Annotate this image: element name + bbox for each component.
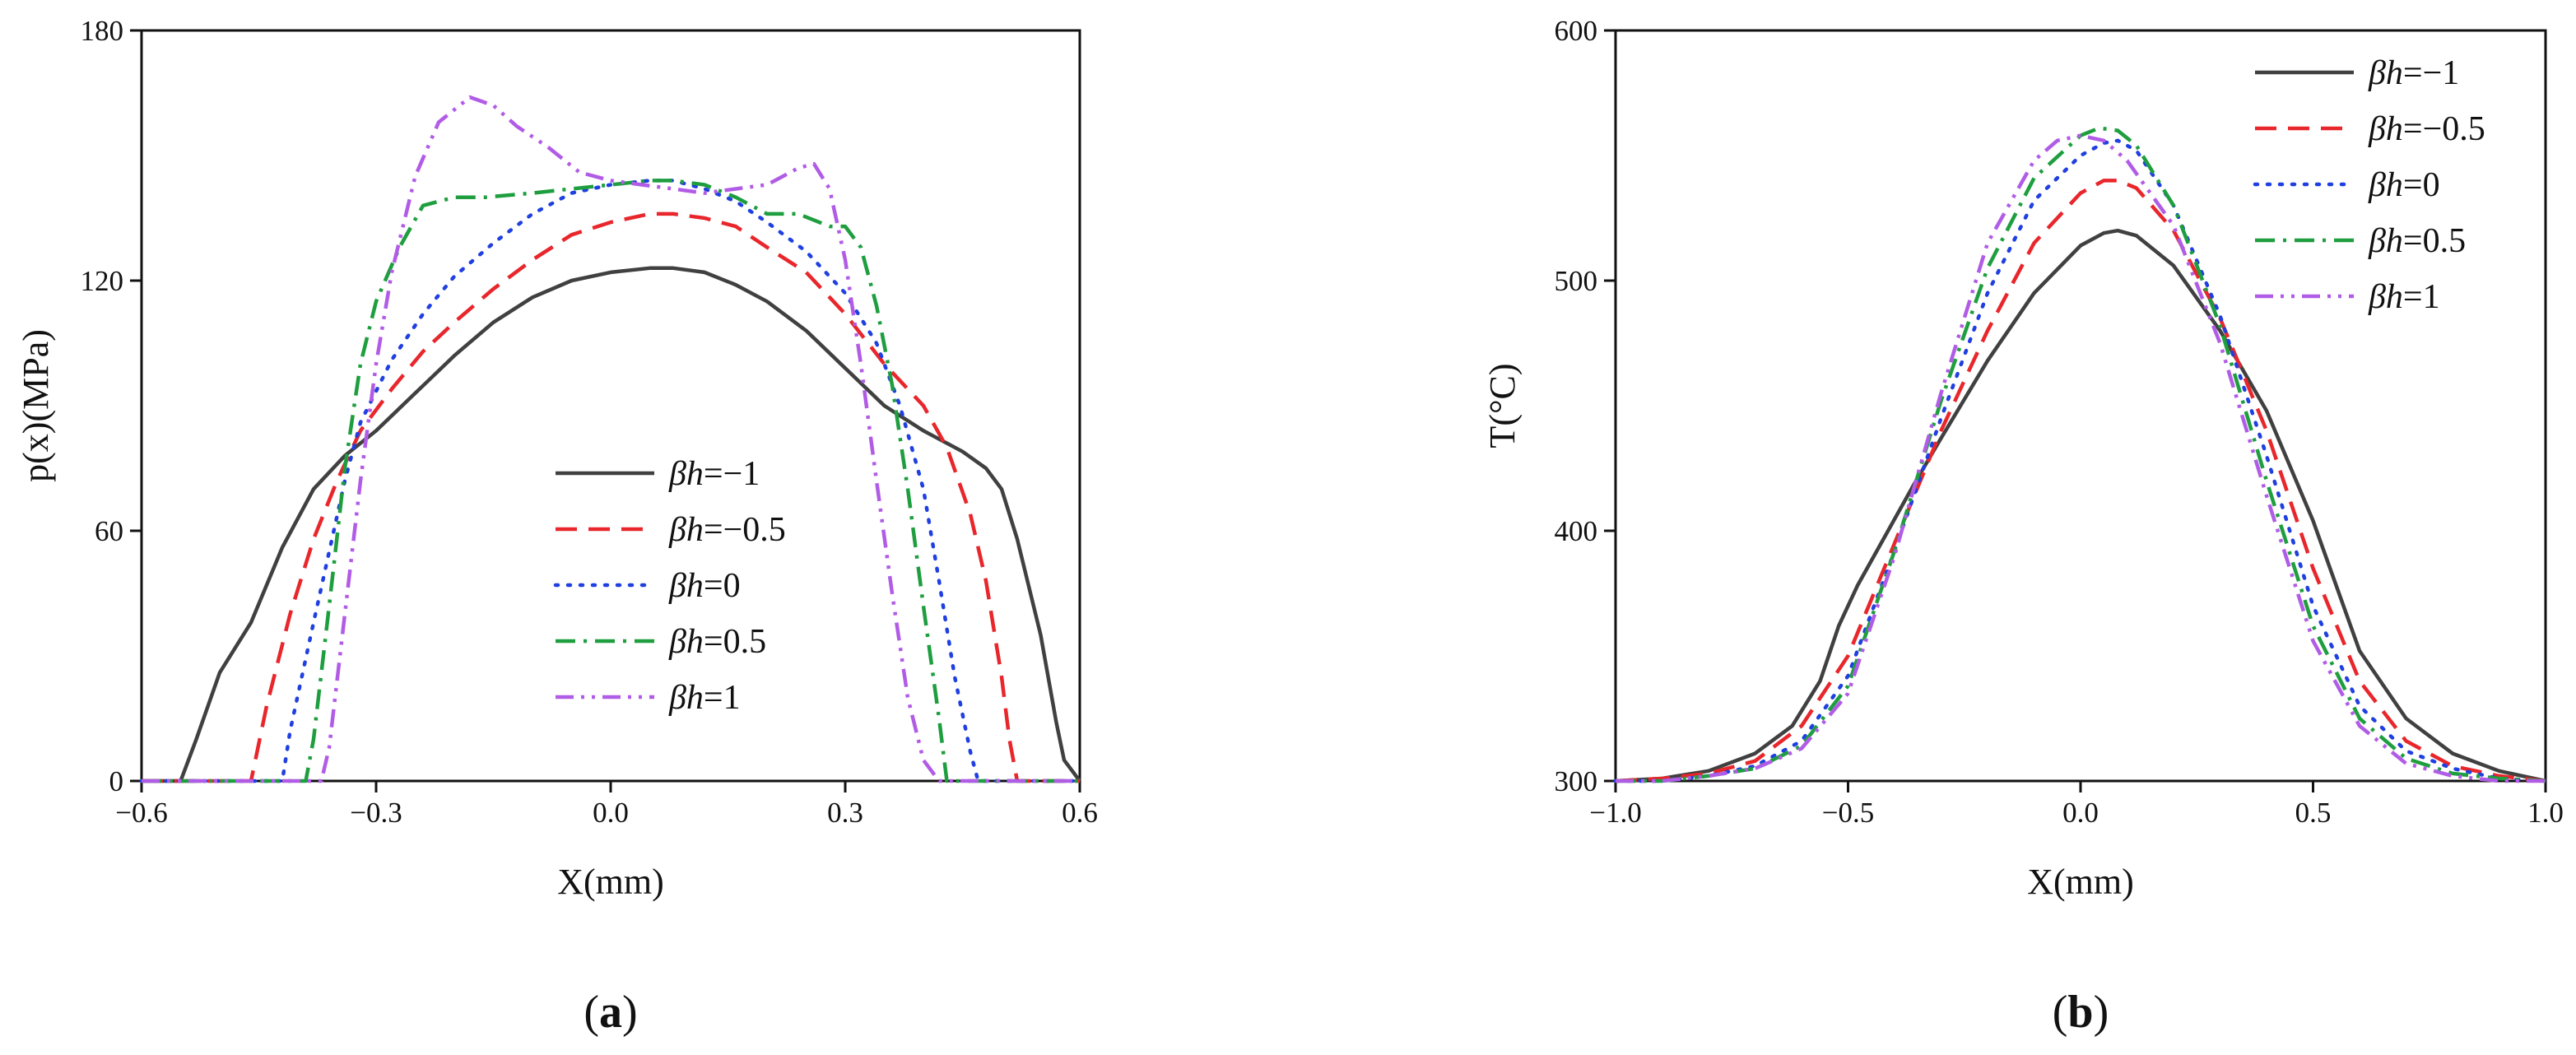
panel-a-x-tick-label: −0.3 (350, 797, 402, 829)
panel-a-series-line-4 (142, 95, 1080, 783)
panel-a-series-line-3 (142, 179, 1080, 783)
panel-b-y-axis-label: T(°C) (1482, 363, 1523, 448)
panel-a-ticks: −0.6 −0.3 0.0 0.3 0.6 0 60 120 180 (81, 15, 1098, 829)
panel-a-x-tick-label: 0.6 (1062, 797, 1098, 829)
panel-a-series-line-1 (142, 211, 1080, 783)
panel-b-legend-label-3: βh=0.5 (2368, 222, 2466, 260)
panel-a-y-tick-label: 180 (81, 15, 124, 47)
panel-a-y-tick-label: 60 (95, 515, 123, 547)
panel-b-legend: βh=−1 βh=−0.5 βh=0 βh=0.5 βh=1 (2253, 54, 2485, 316)
panel-b-series-line-1 (1615, 179, 2546, 783)
panel-b-series-line-4 (1616, 133, 2546, 783)
panel-a-legend-label-4: βh=1 (668, 679, 741, 717)
panel-a-letter: a (599, 987, 622, 1038)
panel-a-plot-frame (140, 29, 1081, 783)
panel-a-legend: βh=−1 βh=−0.5 βh=0 βh=0.5 βh=1 (553, 455, 786, 717)
panel-b-y-tick-label: 500 (1555, 265, 1598, 297)
panel-b-legend-label-0: βh=−1 (2368, 54, 2459, 92)
panel-a-legend-label-1: βh=−0.5 (668, 511, 786, 549)
panel-a-x-tick-label: 0.3 (827, 797, 863, 829)
panel-a-series (139, 95, 1082, 783)
panel-a-y-tick-label: 120 (81, 265, 124, 297)
panel-a-legend-label-3: βh=0.5 (668, 623, 766, 661)
panel-b-x-tick-label: −1.0 (1589, 797, 1642, 829)
panel-a-x-tick-label: −0.6 (115, 797, 168, 829)
panel-a-legend-label-0: βh=−1 (668, 455, 760, 493)
panel-b-y-tick-label: 400 (1555, 515, 1598, 547)
panel-a-x-axis-label: X(mm) (557, 862, 664, 902)
panel-a-series-line-0 (142, 266, 1081, 783)
panel-b-series-line-2 (1613, 138, 2548, 783)
panel-b-legend-label-4: βh=1 (2368, 278, 2440, 316)
panel-b-y-tick-label: 300 (1555, 765, 1598, 797)
panel-a-label: (a) (584, 987, 637, 1038)
panel-b-x-tick-label: 1.0 (2527, 797, 2564, 829)
panel-b-y-tick-label: 600 (1555, 15, 1598, 47)
panel-b-series-line-0 (1615, 228, 2546, 783)
panel-b-legend-label-1: βh=−0.5 (2368, 110, 2485, 148)
panel-b-legend-label-2: βh=0 (2368, 166, 2440, 204)
panel-b-label: (b) (2053, 987, 2109, 1038)
panel-b-x-tick-label: −0.5 (1822, 797, 1875, 829)
panel-b-series (1613, 126, 2548, 783)
panel-a-y-axis-label: p(x)(MPa) (16, 329, 56, 482)
panel-b-series-line-3 (1616, 126, 2546, 783)
panel-a-y-tick-label: 0 (109, 765, 124, 797)
panel-b-letter: b (2067, 987, 2093, 1038)
panel-b-x-tick-label: 0.5 (2295, 797, 2332, 829)
panel-b-x-axis-label: X(mm) (2027, 862, 2134, 902)
panel-a-legend-label-2: βh=0 (668, 567, 741, 605)
panel-b-chart: −1.0 −0.5 0.0 0.5 1.0 300 400 500 600 X(mm) T(°C… (1482, 15, 2564, 1038)
panel-a-chart: −0.6 −0.3 0.0 0.3 0.6 0 60 120 180 X(mm) p(x)(MP… (16, 15, 1098, 1038)
panel-b-x-tick-label: 0.0 (2062, 797, 2099, 829)
panel-b-ticks: −1.0 −0.5 0.0 0.5 1.0 300 400 500 600 (1555, 15, 2564, 829)
panel-a-x-tick-label: 0.0 (593, 797, 629, 829)
